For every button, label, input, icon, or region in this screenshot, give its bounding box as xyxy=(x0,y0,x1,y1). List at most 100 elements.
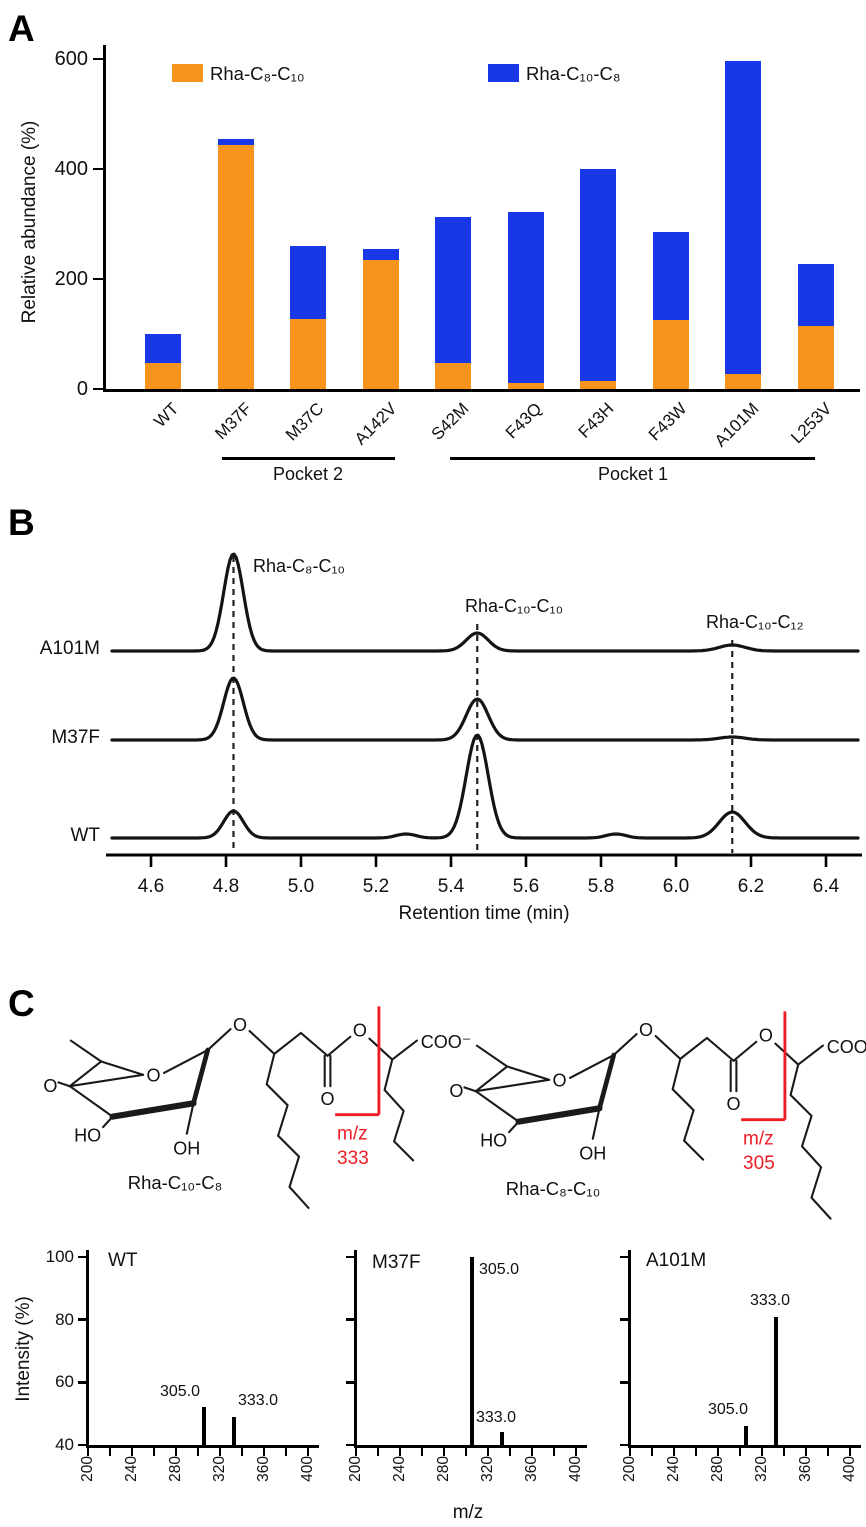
ms-x-tick xyxy=(574,1448,578,1456)
bar-M37C-rha-c10-c8 xyxy=(290,246,326,320)
panel-b-x-axis-title: Retention time (min) xyxy=(398,903,570,924)
ms-x-tick-label: 400 xyxy=(567,1456,584,1482)
ms-x-tick-label: 200 xyxy=(79,1456,96,1482)
panel-b-x-tick-label: 5.2 xyxy=(363,876,389,897)
panel-a-y-tick xyxy=(93,167,103,171)
category-label-WT: WT xyxy=(150,399,183,432)
ms-y-tick xyxy=(620,1318,628,1321)
ring-oxygen-label: O xyxy=(552,1070,566,1090)
ms-x-tick xyxy=(174,1448,178,1456)
ring-oxygen-label: O xyxy=(146,1065,160,1085)
chromatogram-trace-WT xyxy=(110,733,860,840)
ms-x-tick-label: 280 xyxy=(167,1456,184,1482)
ms-x-tick xyxy=(694,1448,698,1456)
panel-a-y-axis-title: Relative abundance (%) xyxy=(19,120,40,324)
panel-a-y-tick xyxy=(93,57,103,61)
ms-x-tick xyxy=(86,1448,90,1456)
ms-x-tick xyxy=(826,1448,830,1456)
pocket-1-label: Pocket 1 xyxy=(597,464,669,484)
ms-y-tick-label: 60 xyxy=(55,1372,74,1392)
ms-x-tick-label: 240 xyxy=(391,1456,408,1482)
ms-panel-title-a101m: A101M xyxy=(646,1250,707,1271)
carboxylate-label: COO⁻ xyxy=(827,1037,866,1057)
ms-x-tick xyxy=(672,1448,676,1456)
ms-x-tick xyxy=(848,1448,852,1456)
ms-panel-title-m37f: M37F xyxy=(372,1252,421,1273)
ms-peak-label: 333.0 xyxy=(750,1292,791,1309)
ms-y-axis-title: Intensity (%) xyxy=(13,1296,34,1402)
ms-x-axis-line-A101M xyxy=(628,1445,861,1448)
legend-label-rha-c8-c10: Rha-C₈-C₁₀ xyxy=(210,63,305,84)
ms-y-axis-line-M37F xyxy=(354,1250,357,1448)
bar-F43W-rha-c8-c10 xyxy=(653,320,689,389)
ms-x-tick-label: 360 xyxy=(255,1456,272,1482)
peak-annotation-rha-c8-c10: Rha-C₈-C₁₀ xyxy=(253,556,346,576)
ms-x-tick xyxy=(306,1448,310,1456)
ms-x-axis-line-WT xyxy=(86,1445,319,1448)
bar-F43H-rha-c10-c8 xyxy=(580,169,616,381)
fragment-mz-value: 305 xyxy=(743,1153,775,1174)
ms-peak-M37F-333 xyxy=(500,1432,505,1445)
ms-x-tick-label: 400 xyxy=(841,1456,858,1482)
bar-M37C-rha-c8-c10 xyxy=(290,319,326,389)
ms-x-tick-label: 280 xyxy=(435,1456,452,1482)
trace-label-wt: WT xyxy=(70,825,100,846)
panel-b-x-tick-label: 6.0 xyxy=(663,876,689,897)
ms-panel-title-wt: WT xyxy=(108,1250,138,1271)
ms-x-tick-label: 240 xyxy=(665,1456,682,1482)
ms-y-axis-line-WT xyxy=(86,1250,89,1448)
bar-A142V-rha-c10-c8 xyxy=(363,248,399,260)
ms-x-tick xyxy=(628,1448,632,1456)
ms-y-axis-line-A101M xyxy=(628,1250,631,1448)
ms-peak-M37F-305 xyxy=(469,1257,474,1445)
glycosidic-oxygen-label: O xyxy=(639,1020,653,1040)
carboxylate-label: COO⁻ xyxy=(421,1032,472,1052)
structure-rha-c10-c8: HO HO OH O O O O COO⁻ m/z 333 xyxy=(44,1006,472,1209)
chromatogram-trace-M37F xyxy=(110,676,860,742)
ms-y-tick xyxy=(346,1443,354,1447)
ms-x-tick xyxy=(354,1448,358,1456)
ms-peak-label: 305.0 xyxy=(479,1261,520,1278)
bar-A101M-rha-c10-c8 xyxy=(725,60,761,375)
ester-oxygen-label: O xyxy=(759,1026,773,1046)
ms-x-tick-label: 240 xyxy=(123,1456,140,1482)
ms-y-tick-label: 100 xyxy=(45,1247,74,1266)
panel-a-y-tick-label: 600 xyxy=(54,48,88,70)
ms-x-tick xyxy=(716,1448,720,1456)
pocket-2-label: Pocket 2 xyxy=(272,464,344,484)
panel-b-x-tick-label: 5.8 xyxy=(588,876,614,897)
bar-A101M-rha-c8-c10 xyxy=(725,374,761,389)
ms-x-tick xyxy=(552,1448,556,1456)
ms-y-tick-label: 40 xyxy=(55,1435,74,1454)
pocket-1-underline xyxy=(450,457,815,460)
ms-peak-WT-305 xyxy=(201,1407,206,1445)
ms-x-tick xyxy=(420,1448,424,1456)
bar-S42M-rha-c8-c10 xyxy=(435,362,471,389)
bar-M37F-rha-c8-c10 xyxy=(218,145,254,389)
hydroxyl-label: HO xyxy=(450,1081,463,1101)
panel-b-x-tick-label: 5.6 xyxy=(513,876,539,897)
panel-a-y-axis-line xyxy=(103,45,106,391)
bar-M37F-rha-c10-c8 xyxy=(218,138,254,146)
ms-x-tick xyxy=(442,1448,446,1456)
trace-label-m37f: M37F xyxy=(51,727,100,748)
panel-a-letter: A xyxy=(8,8,35,49)
hydroxyl-label: HO xyxy=(74,1125,101,1145)
ms-x-tick xyxy=(376,1448,380,1456)
ms-x-tick-label: 200 xyxy=(621,1456,638,1482)
ms-x-tick-label: 360 xyxy=(523,1456,540,1482)
ms-x-tick xyxy=(782,1448,786,1456)
ms-y-tick xyxy=(78,1318,86,1321)
ms-x-tick xyxy=(464,1448,468,1456)
ms-peak-label: 333.0 xyxy=(238,1392,279,1409)
panel-a-y-tick xyxy=(93,387,103,391)
ms-x-axis-line-M37F xyxy=(354,1445,587,1448)
fragment-mz-label: m/z xyxy=(337,1123,368,1144)
ms-x-tick xyxy=(240,1448,244,1456)
hydroxyl-label: HO xyxy=(480,1130,507,1150)
ms-x-tick xyxy=(262,1448,266,1456)
ms-x-tick xyxy=(650,1448,654,1456)
ms-x-tick-label: 280 xyxy=(709,1456,726,1482)
chromatogram-trace-A101M xyxy=(110,552,860,653)
pocket-2-underline xyxy=(222,457,395,460)
